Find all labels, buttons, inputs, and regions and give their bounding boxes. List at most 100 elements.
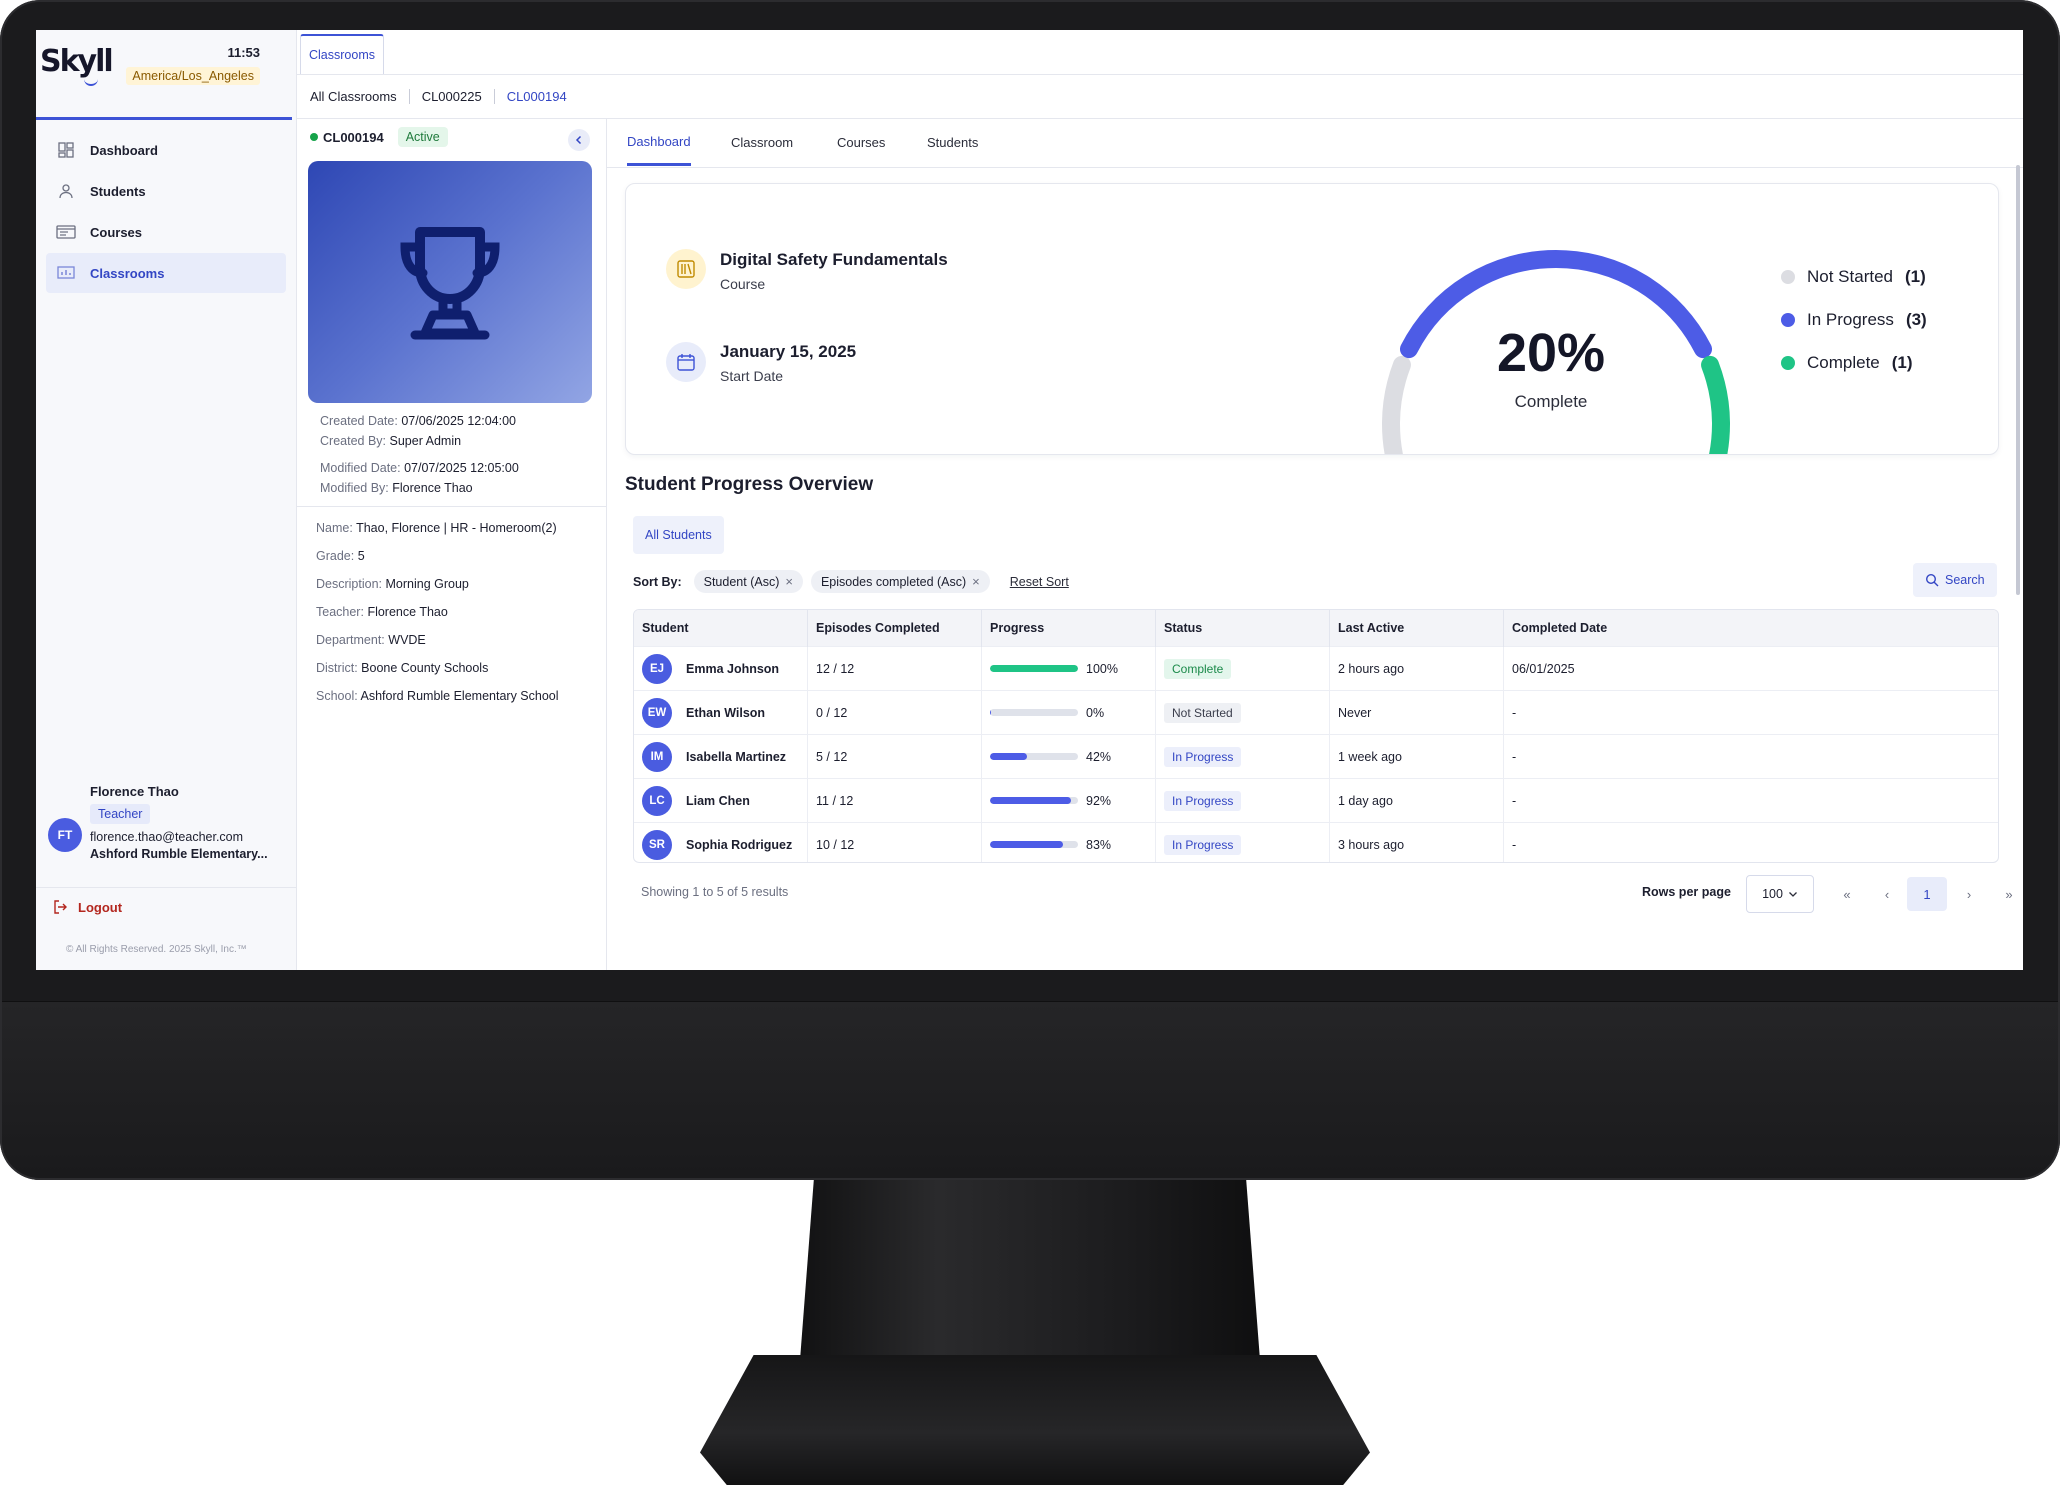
logo-accent bbox=[84, 78, 98, 86]
chevron-right-icon: › bbox=[1966, 886, 1972, 902]
progress-bar bbox=[990, 709, 1078, 716]
sidebar-item-courses[interactable]: Courses bbox=[46, 212, 286, 252]
course-icon bbox=[666, 249, 706, 289]
monitor-stand-neck bbox=[800, 1180, 1260, 1360]
last-active-cell: 1 week ago bbox=[1329, 734, 1504, 779]
column-header[interactable]: Completed Date bbox=[1503, 610, 1998, 647]
detail-grade: Grade: 5 bbox=[316, 549, 365, 563]
results-count: Showing 1 to 5 of 5 results bbox=[641, 885, 789, 899]
breadcrumb-all-classrooms[interactable]: All Classrooms bbox=[310, 88, 397, 104]
column-header[interactable]: Progress bbox=[981, 610, 1156, 647]
completed-date-cell: - bbox=[1503, 734, 1998, 779]
prev-page-button[interactable]: ‹ bbox=[1867, 877, 1907, 911]
legend-dot bbox=[1781, 313, 1795, 327]
first-page-button[interactable]: « bbox=[1827, 877, 1867, 911]
monitor-chin bbox=[2, 1001, 2058, 1178]
student-name[interactable]: Emma Johnson bbox=[686, 661, 780, 676]
episodes-cell: 5 / 12 bbox=[807, 734, 982, 779]
app-screen: Skyll 11:53 America/Los_Angeles Dashboar… bbox=[36, 30, 2023, 970]
student-cell: SR Sophia Rodriguez bbox=[634, 822, 808, 862]
sort-chip-student[interactable]: Student (Asc) × bbox=[693, 570, 803, 593]
course-subtitle: Course bbox=[720, 276, 766, 292]
trophy-icon bbox=[400, 227, 500, 340]
sidebar-item-label: Classrooms bbox=[90, 265, 165, 281]
rows-per-page-label: Rows per page bbox=[1642, 885, 1731, 899]
search-icon bbox=[1925, 573, 1939, 587]
sidebar-item-label: Students bbox=[90, 183, 146, 199]
legend-dot bbox=[1781, 270, 1795, 284]
avatar: EJ bbox=[642, 653, 672, 684]
next-page-button[interactable]: › bbox=[1949, 877, 1989, 911]
completion-label: Complete bbox=[1514, 392, 1588, 411]
double-chevron-left-icon: « bbox=[1843, 886, 1851, 902]
student-name[interactable]: Ethan Wilson bbox=[686, 705, 766, 720]
completion-percent: 20% bbox=[1496, 323, 1606, 383]
logout-button[interactable]: Logout bbox=[52, 899, 122, 915]
status-cell: Complete bbox=[1155, 646, 1330, 691]
column-header[interactable]: Status bbox=[1155, 610, 1330, 647]
copyright: © All Rights Reserved. 2025 Skyll, Inc.™ bbox=[66, 944, 247, 955]
detail-department: Department: WVDE bbox=[316, 633, 426, 647]
tab-dashboard[interactable]: Dashboard bbox=[627, 119, 691, 166]
tab-classroom[interactable]: Classroom bbox=[731, 134, 794, 150]
search-button[interactable]: Search bbox=[1913, 563, 1997, 597]
status-dot bbox=[310, 133, 318, 141]
sort-chip-episodes[interactable]: Episodes completed (Asc) × bbox=[810, 570, 990, 593]
last-active-cell: 3 hours ago bbox=[1329, 822, 1504, 862]
user-school: Ashford Rumble Elementary... bbox=[90, 847, 268, 861]
status-badge: Not Started bbox=[1164, 702, 1241, 723]
collapse-panel-button[interactable] bbox=[568, 129, 590, 151]
breadcrumb-current[interactable]: CL000194 bbox=[493, 88, 579, 104]
clock: 11:53 bbox=[227, 45, 260, 60]
reset-sort-link[interactable]: Reset Sort bbox=[1009, 574, 1069, 589]
student-name[interactable]: Isabella Martinez bbox=[686, 749, 787, 764]
start-date-label: Start Date bbox=[720, 368, 784, 384]
divider bbox=[36, 887, 296, 888]
last-page-button[interactable]: » bbox=[1989, 877, 2023, 911]
tab-courses[interactable]: Courses bbox=[837, 134, 886, 150]
sidebar-item-students[interactable]: Students bbox=[46, 171, 286, 211]
progress-bar-fill bbox=[990, 709, 992, 716]
column-header[interactable]: Last Active bbox=[1329, 610, 1504, 647]
sidebar-item-classrooms[interactable]: Classrooms bbox=[46, 253, 286, 293]
column-header[interactable]: Episodes Completed bbox=[807, 610, 982, 647]
tab-classrooms[interactable]: Classrooms bbox=[300, 34, 384, 74]
tab-bar: Dashboard Classroom Courses Students bbox=[607, 119, 2023, 168]
progress-cell: 83% bbox=[981, 822, 1156, 862]
filter-all-students[interactable]: All Students bbox=[633, 516, 724, 554]
table-row[interactable]: SR Sophia Rodriguez 10 / 12 83% In Progress 3… bbox=[634, 822, 1998, 862]
episodes-cell: 12 / 12 bbox=[807, 646, 982, 691]
avatar: IM bbox=[642, 741, 672, 772]
breadcrumb-cl000225[interactable]: CL000225 bbox=[408, 88, 494, 104]
classroom-icon bbox=[56, 263, 76, 283]
progress-cell: 100% bbox=[981, 646, 1156, 691]
student-name[interactable]: Sophia Rodriguez bbox=[686, 837, 793, 852]
table-row[interactable]: EJ Emma Johnson 12 / 12 100% Complete 2 hours… bbox=[634, 646, 1998, 691]
sidebar-item-label: Courses bbox=[90, 224, 143, 240]
progress-text: 83% bbox=[1086, 837, 1112, 852]
table-row[interactable]: LC Liam Chen 11 / 12 92% In Progress 1 day ag… bbox=[634, 778, 1998, 823]
chevron-left-icon: ‹ bbox=[1884, 886, 1890, 902]
progress-bar bbox=[990, 841, 1078, 848]
legend-dot bbox=[1781, 356, 1795, 370]
double-chevron-right-icon: » bbox=[2005, 886, 2013, 902]
rows-per-page-select[interactable]: 100 bbox=[1746, 875, 1814, 913]
avatar: SR bbox=[642, 829, 672, 860]
column-header[interactable]: Student bbox=[634, 610, 808, 647]
table-row[interactable]: EW Ethan Wilson 0 / 12 0% Not Started Never - bbox=[634, 690, 1998, 735]
progress-bar-fill bbox=[990, 665, 1078, 672]
close-icon[interactable]: × bbox=[972, 574, 980, 589]
table-header-row: Student Episodes Completed Progress Stat… bbox=[634, 610, 1998, 647]
detail-teacher: Teacher: Florence Thao bbox=[316, 605, 448, 619]
progress-text: 92% bbox=[1086, 793, 1112, 808]
scrollbar[interactable] bbox=[2016, 165, 2020, 595]
page-button-current[interactable]: 1 bbox=[1907, 877, 1947, 911]
app-logo[interactable]: Skyll bbox=[40, 44, 114, 79]
progress-bar-fill bbox=[990, 797, 1071, 804]
student-name[interactable]: Liam Chen bbox=[686, 793, 750, 808]
gauge-segment-not-started bbox=[1382, 355, 1411, 454]
table-row[interactable]: IM Isabella Martinez 5 / 12 42% In Progress 1… bbox=[634, 734, 1998, 779]
close-icon[interactable]: × bbox=[785, 574, 793, 589]
sidebar-item-dashboard[interactable]: Dashboard bbox=[46, 130, 286, 170]
tab-students[interactable]: Students bbox=[927, 134, 979, 150]
